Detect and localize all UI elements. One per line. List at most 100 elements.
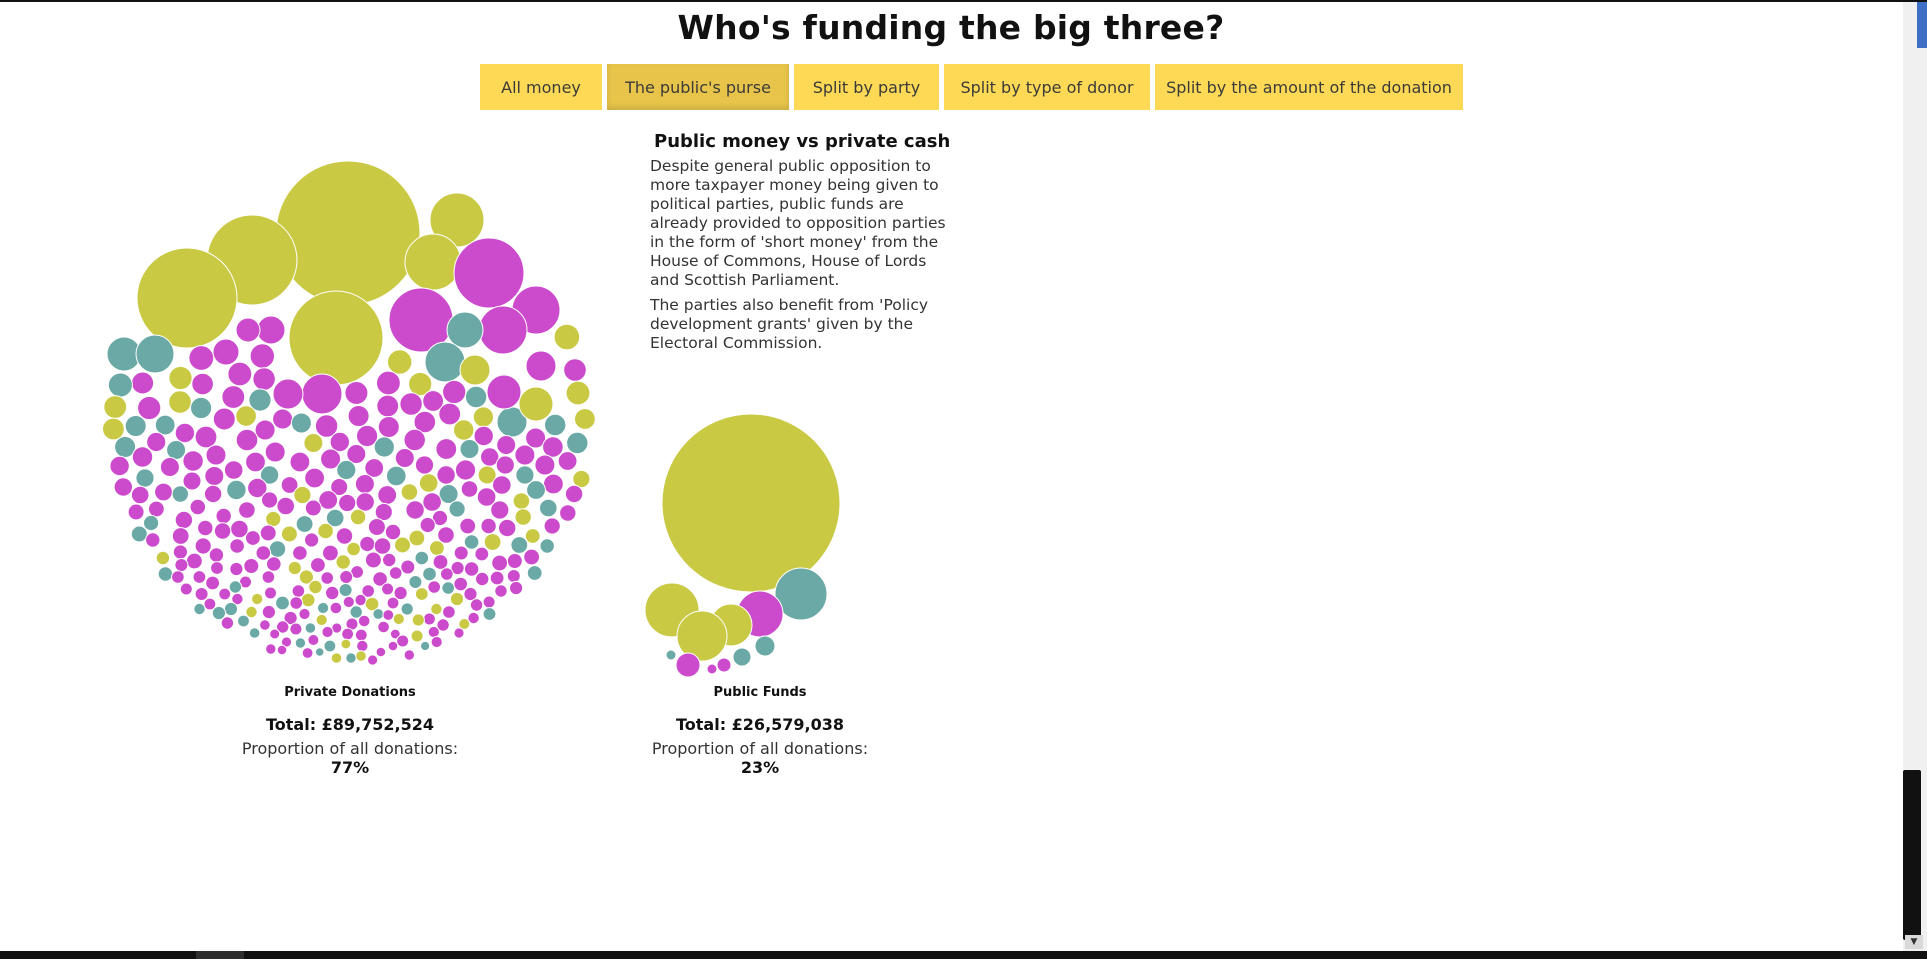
bubble[interactable] — [525, 427, 547, 449]
bubble[interactable] — [403, 428, 426, 452]
bubble[interactable] — [419, 516, 436, 534]
bubble[interactable] — [424, 341, 466, 383]
bubble[interactable] — [136, 247, 238, 349]
bubble[interactable] — [280, 636, 293, 648]
bubble[interactable] — [235, 405, 257, 427]
bubble[interactable] — [518, 386, 554, 422]
bubble[interactable] — [245, 451, 266, 473]
bubble[interactable] — [489, 570, 505, 586]
bubble[interactable] — [231, 592, 244, 606]
bubble[interactable] — [276, 620, 290, 634]
bubble[interactable] — [566, 431, 589, 455]
bubble[interactable] — [154, 482, 173, 502]
bubble[interactable] — [130, 485, 150, 505]
bubble[interactable] — [300, 592, 316, 608]
bubble[interactable] — [453, 627, 465, 639]
bubble[interactable] — [413, 410, 437, 434]
bubble[interactable] — [449, 591, 465, 607]
bubble[interactable] — [304, 499, 322, 517]
bubble[interactable] — [482, 607, 497, 621]
bubble[interactable] — [676, 610, 728, 662]
bubble[interactable] — [364, 551, 382, 569]
bubble[interactable] — [477, 465, 497, 485]
tab-split-by-donation-amount[interactable]: Split by the amount of the donation — [1155, 64, 1463, 110]
bubble[interactable] — [458, 618, 471, 630]
bubble[interactable] — [347, 405, 370, 427]
bubble[interactable] — [543, 473, 564, 495]
bubble[interactable] — [280, 525, 298, 543]
bubble[interactable] — [259, 524, 277, 542]
bubble[interactable] — [275, 595, 290, 611]
bubble[interactable] — [453, 545, 469, 561]
bubble[interactable] — [422, 390, 445, 412]
bubble[interactable] — [245, 530, 261, 546]
bubble[interactable] — [388, 566, 403, 580]
bubble[interactable] — [422, 566, 437, 582]
bubble[interactable] — [203, 597, 217, 611]
bubble[interactable] — [205, 575, 221, 591]
bubble[interactable] — [754, 635, 776, 657]
bubble[interactable] — [276, 496, 296, 516]
bubble[interactable] — [168, 365, 193, 391]
bubble[interactable] — [221, 385, 246, 409]
bubble[interactable] — [127, 503, 145, 521]
bubble[interactable] — [269, 628, 281, 640]
bubble[interactable] — [376, 370, 401, 396]
bubble[interactable] — [174, 422, 196, 444]
bubble[interactable] — [204, 466, 225, 486]
bubble[interactable] — [298, 569, 314, 585]
bubble[interactable] — [205, 444, 227, 466]
bubble[interactable] — [243, 558, 260, 574]
bubble[interactable] — [526, 565, 543, 581]
bubble[interactable] — [168, 390, 192, 414]
bubble[interactable] — [564, 484, 584, 504]
bubble[interactable] — [474, 546, 490, 562]
bubble[interactable] — [377, 416, 400, 438]
bubble[interactable] — [354, 474, 375, 494]
bubble[interactable] — [193, 602, 206, 616]
bubble[interactable] — [364, 458, 385, 478]
bubble[interactable] — [159, 457, 180, 477]
bubble[interactable] — [192, 570, 207, 584]
bubble[interactable] — [427, 625, 440, 639]
bubble[interactable] — [422, 492, 442, 512]
bubble[interactable] — [249, 343, 275, 369]
bubble[interactable] — [272, 408, 294, 430]
bubble[interactable] — [373, 537, 392, 555]
bubble[interactable] — [382, 609, 395, 621]
bubble[interactable] — [237, 614, 250, 628]
bubble[interactable] — [430, 602, 443, 616]
bubble[interactable] — [341, 627, 355, 641]
bubble[interactable] — [442, 379, 467, 405]
bubble[interactable] — [349, 605, 363, 619]
bubble[interactable] — [251, 592, 264, 606]
bubble[interactable] — [559, 504, 577, 522]
bubble[interactable] — [706, 663, 718, 675]
bubble[interactable] — [491, 554, 509, 572]
bubble[interactable] — [318, 490, 339, 510]
bubble[interactable] — [145, 532, 161, 548]
bubble[interactable] — [463, 586, 478, 602]
bubble[interactable] — [386, 465, 407, 487]
bubble[interactable] — [252, 367, 276, 391]
bubble[interactable] — [665, 649, 677, 661]
bubble[interactable] — [476, 487, 497, 507]
bubble[interactable] — [211, 605, 226, 621]
bubble[interactable] — [304, 467, 326, 489]
bubble[interactable] — [261, 491, 279, 509]
bubble[interactable] — [472, 406, 494, 428]
bubble[interactable] — [248, 388, 272, 412]
bubble[interactable] — [345, 652, 357, 664]
bubble[interactable] — [203, 484, 223, 504]
bubble[interactable] — [261, 570, 276, 584]
bubble[interactable] — [215, 507, 232, 525]
bubble[interactable] — [367, 518, 386, 536]
bubble[interactable] — [459, 517, 477, 535]
bubble[interactable] — [131, 446, 154, 468]
bubble[interactable] — [431, 509, 449, 527]
bubble[interactable] — [496, 435, 517, 455]
bubble[interactable] — [453, 237, 525, 309]
bubble[interactable] — [464, 385, 488, 409]
bubble[interactable] — [495, 455, 515, 475]
bubble[interactable] — [218, 587, 232, 601]
